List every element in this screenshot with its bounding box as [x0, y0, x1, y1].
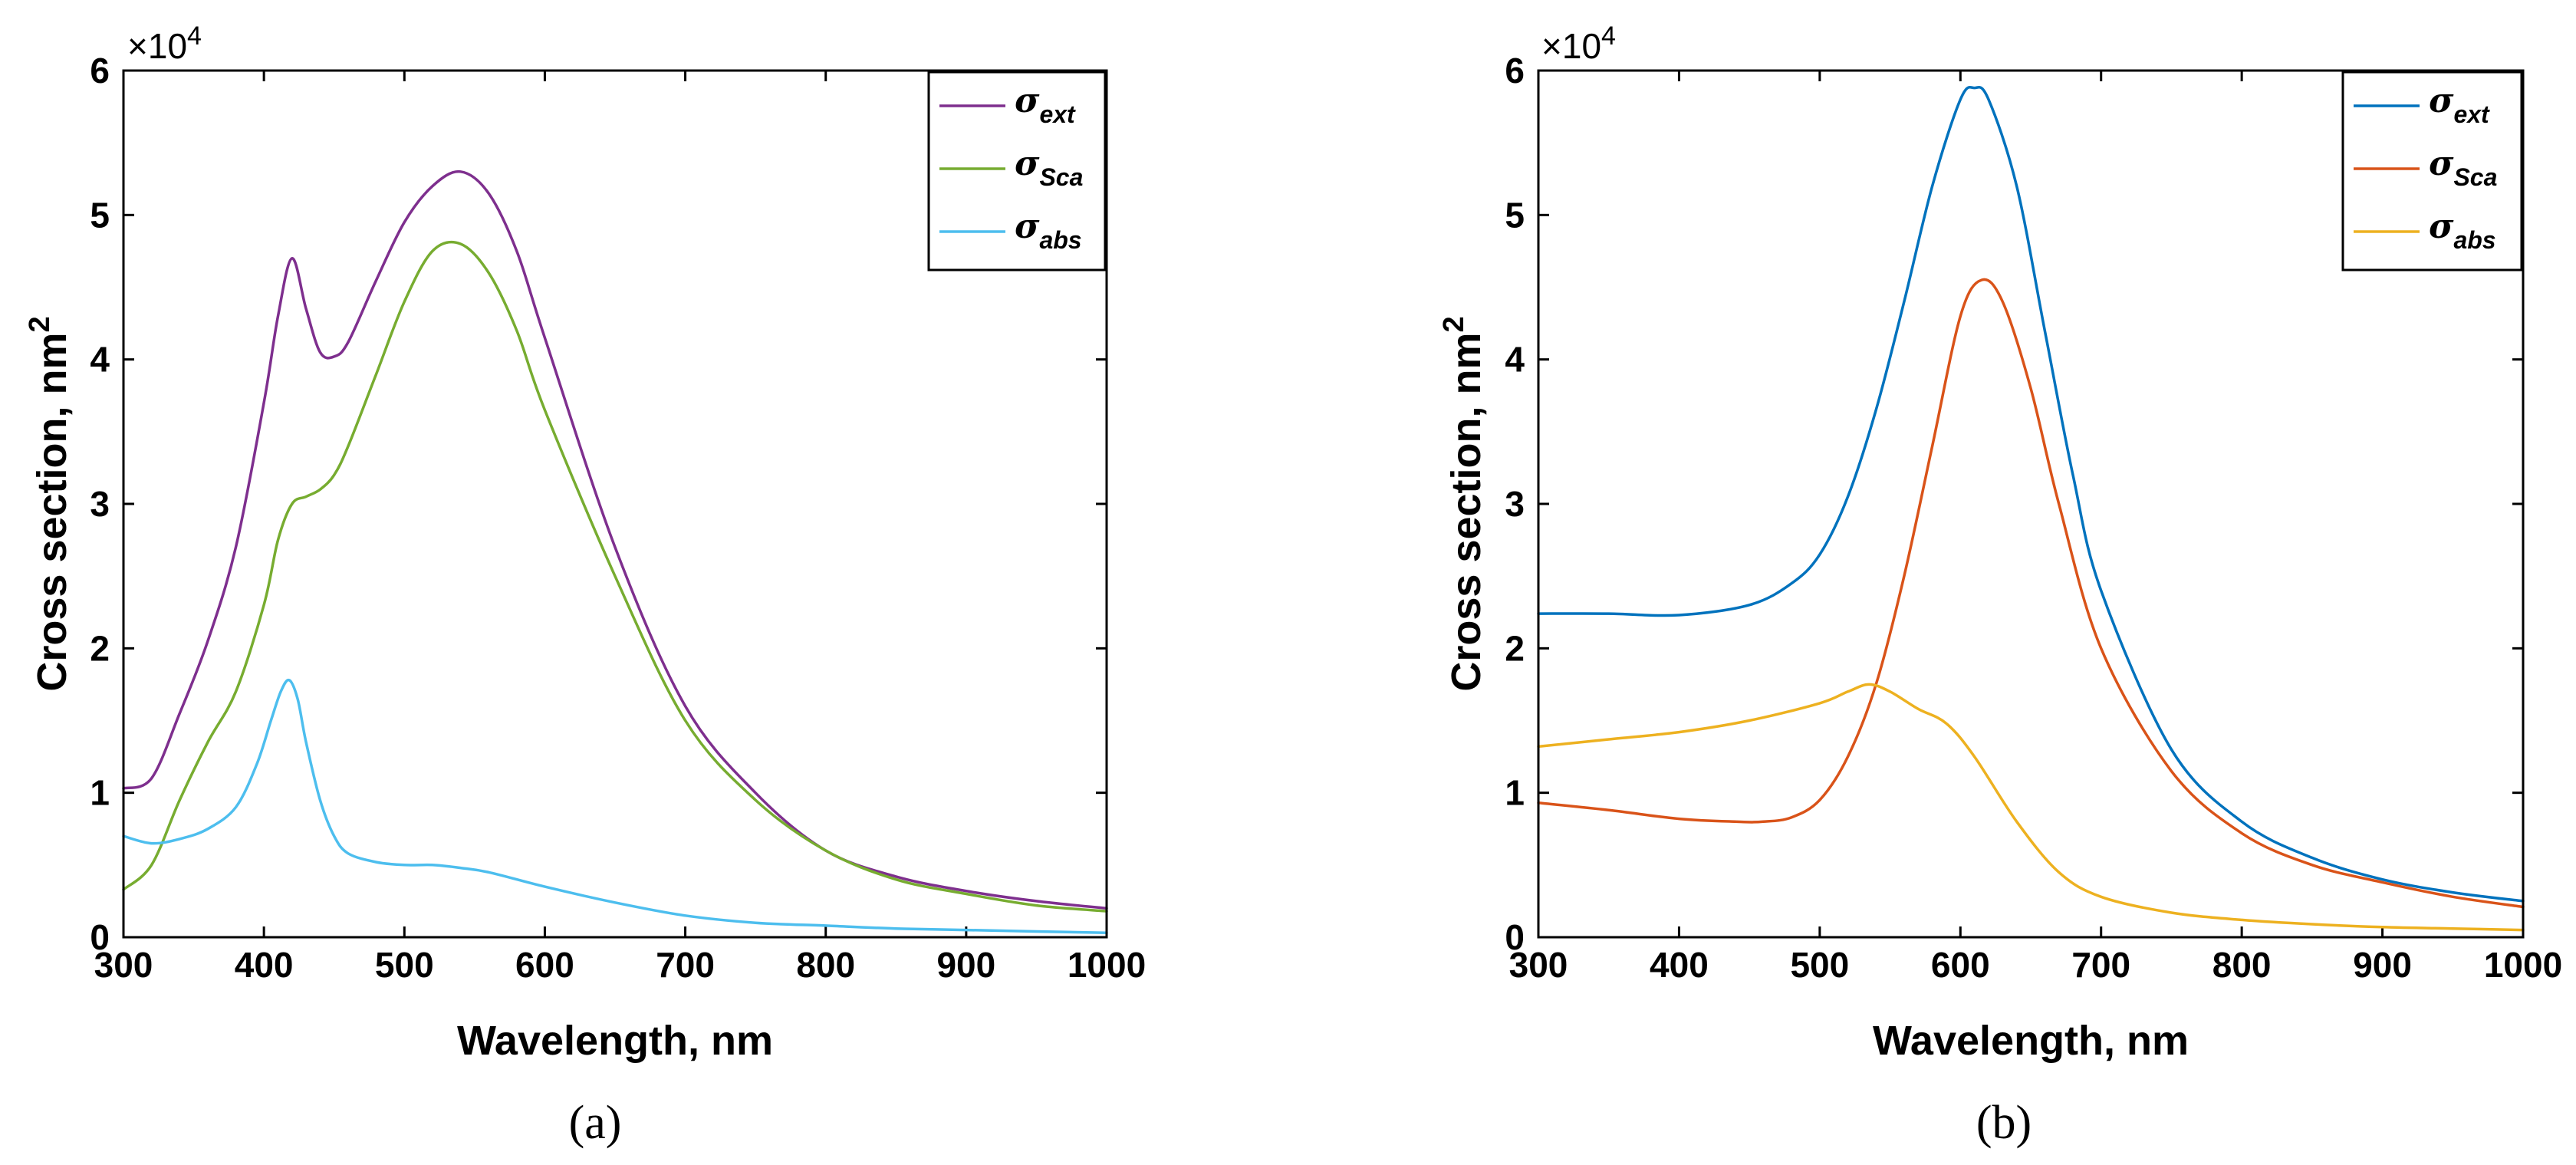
x-axis-label-b: Wavelength, nm	[1873, 1018, 2189, 1064]
y-tick-label-b: 2	[1505, 628, 1525, 668]
x-tick-label-b: 300	[1509, 945, 1568, 985]
legend-label-sca-a: σSca	[1015, 144, 1083, 191]
y-tick-label-b: 4	[1505, 340, 1525, 380]
y-tick-label-a: 0	[90, 917, 110, 957]
x-tick-label-b: 800	[2212, 945, 2272, 985]
legend-label-sca-b: σSca	[2429, 144, 2497, 191]
series-line-abs-a	[122, 678, 1108, 935]
axes-box-b	[1537, 69, 2525, 939]
y-axis-label-a: Cross section, nm2	[24, 316, 75, 691]
y-tick-label-b: 6	[1505, 51, 1525, 91]
y-tick-label-a: 4	[90, 340, 110, 380]
x-tick-label-b: 600	[1931, 945, 1990, 985]
x-ticks-b: 300 400 500 600 700 800 900 1000	[1509, 71, 2562, 985]
x-tick-label-b: 500	[1790, 945, 1849, 985]
y-tick-label-a: 6	[90, 51, 110, 91]
y-tick-label-b: 0	[1505, 917, 1525, 957]
x-ticks-a: 300 400 500 600 700 800 900 1000	[94, 71, 1146, 985]
series-line-abs-b	[1537, 683, 2525, 932]
caption-a: (a)	[569, 1097, 622, 1149]
series-line-ext-a	[122, 169, 1108, 910]
x-tick-label-b: 1000	[2484, 945, 2562, 985]
series-lines-a	[122, 169, 1108, 935]
x-tick-label-a: 400	[235, 945, 294, 985]
y-tick-label-b: 3	[1505, 484, 1525, 524]
x-tick-label-b: 400	[1650, 945, 1709, 985]
panel-a: 300 400 500 600 700 800 900 1000 0 1 2 3 4 5 6 ×104 W…	[24, 21, 1146, 1149]
x-tick-label-a: 300	[94, 945, 153, 985]
x-tick-label-a: 800	[796, 945, 855, 985]
panel-b: 300 400 500 600 700 800 900 1000 0 1 2 3 4 5 6 ×104 W…	[1438, 21, 2562, 1149]
legend-label-abs-b: σabs	[2429, 207, 2496, 254]
y-multiplier-a: ×104	[127, 21, 202, 66]
y-tick-label-b: 5	[1505, 195, 1525, 235]
y-axis-label-b: Cross section, nm2	[1438, 316, 1489, 691]
axes-box-a	[122, 69, 1108, 939]
legend-label-ext-a: σext	[1015, 81, 1076, 128]
x-tick-label-a: 500	[375, 945, 434, 985]
x-tick-label-b: 700	[2071, 945, 2130, 985]
series-lines-b	[1537, 85, 2525, 932]
y-tick-label-a: 2	[90, 628, 110, 668]
series-line-sca-b	[1537, 278, 2525, 909]
x-axis-label-a: Wavelength, nm	[457, 1018, 773, 1064]
series-line-sca-a	[122, 240, 1108, 913]
x-tick-label-b: 900	[2353, 945, 2412, 985]
x-tick-label-a: 900	[936, 945, 995, 985]
y-tick-label-a: 1	[90, 773, 110, 813]
x-tick-label-a: 700	[656, 945, 715, 985]
x-tick-label-a: 1000	[1068, 945, 1146, 985]
series-line-ext-b	[1537, 85, 2525, 903]
y-tick-label-b: 1	[1505, 773, 1525, 813]
x-tick-label-a: 600	[515, 945, 574, 985]
caption-b: (b)	[1976, 1097, 2032, 1149]
y-tick-label-a: 3	[90, 484, 110, 524]
legend-label-ext-b: σext	[2429, 81, 2490, 128]
y-tick-label-a: 5	[90, 195, 110, 235]
legend-b: σext σSca σabs	[2341, 71, 2523, 272]
y-multiplier-b: ×104	[1541, 21, 1616, 66]
legend-label-abs-a: σabs	[1015, 207, 1082, 254]
legend-a: σext σSca σabs	[927, 71, 1107, 272]
